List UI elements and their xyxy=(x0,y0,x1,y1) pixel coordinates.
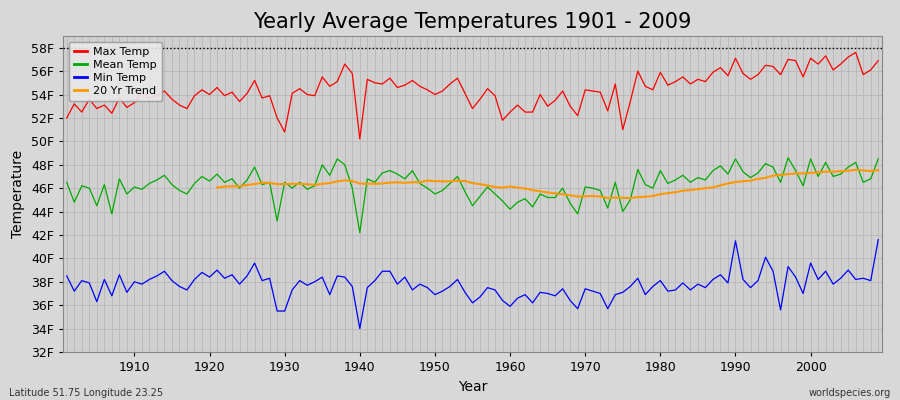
Legend: Max Temp, Mean Temp, Min Temp, 20 Yr Trend: Max Temp, Mean Temp, Min Temp, 20 Yr Tre… xyxy=(68,42,162,102)
Title: Yearly Average Temperatures 1901 - 2009: Yearly Average Temperatures 1901 - 2009 xyxy=(253,12,692,32)
X-axis label: Year: Year xyxy=(458,380,487,394)
Text: Latitude 51.75 Longitude 23.25: Latitude 51.75 Longitude 23.25 xyxy=(9,388,163,398)
Y-axis label: Temperature: Temperature xyxy=(12,150,25,238)
Text: worldspecies.org: worldspecies.org xyxy=(809,388,891,398)
